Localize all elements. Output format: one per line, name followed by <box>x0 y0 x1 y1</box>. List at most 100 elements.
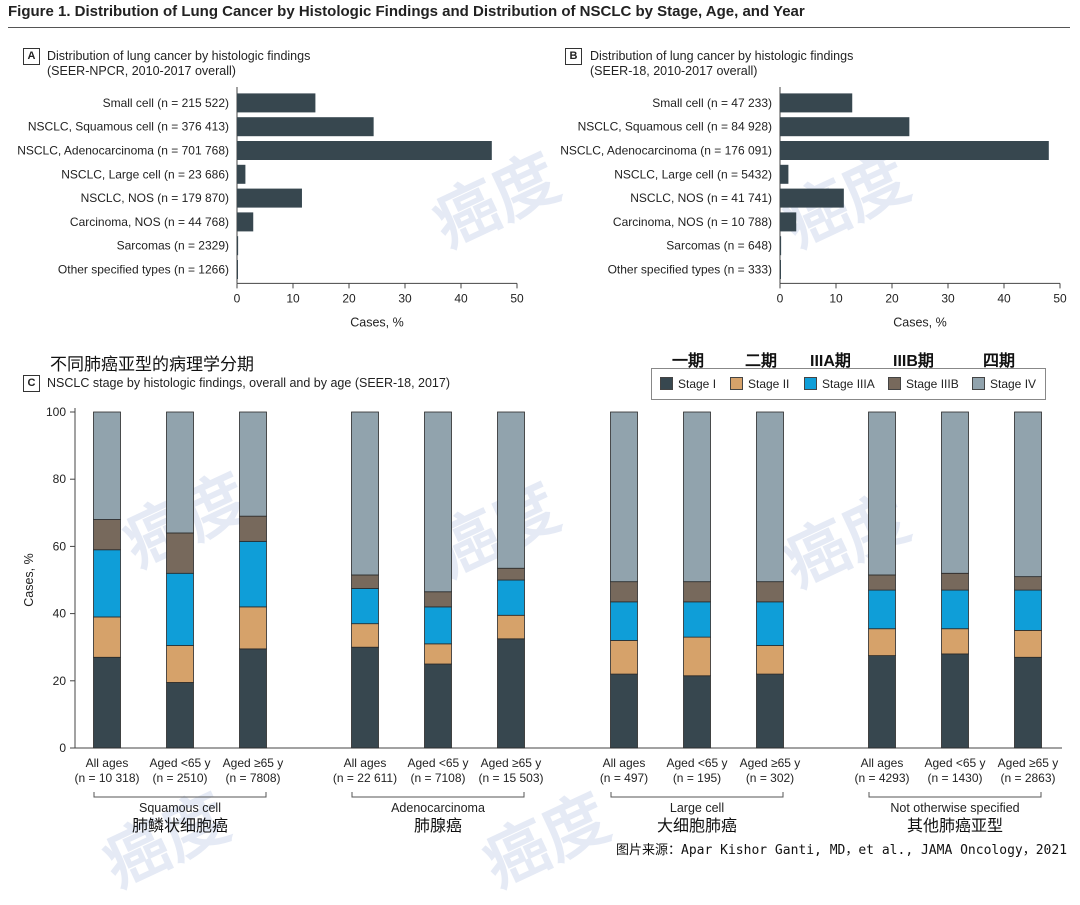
bar <box>237 141 492 160</box>
stage-ii-segment <box>497 614 525 640</box>
bar-label: Aged ≥65 y <box>481 756 542 770</box>
stage-i-segment <box>93 656 121 749</box>
stage-iiib-segment <box>351 574 379 589</box>
bar-n-label: (n = 10 318) <box>74 771 139 785</box>
stage-iiib-segment <box>166 532 194 574</box>
stage-i-segment <box>868 655 896 749</box>
bar-n-label: (n = 7808) <box>225 771 280 785</box>
image-source: 图片来源：Apar Kishor Ganti, MD，et al., JAMA … <box>616 843 1068 858</box>
bar-label: Aged ≥65 y <box>223 756 284 770</box>
bar <box>780 260 781 279</box>
stage-iv-segment <box>756 411 784 583</box>
category-label: NSCLC, Large cell (n = 5432) <box>614 167 772 181</box>
group-label-chinese: 肺腺癌 <box>414 817 462 835</box>
group-label-chinese: 肺鳞状细胞癌 <box>132 817 228 835</box>
category-label: NSCLC, Squamous cell (n = 376 413) <box>28 120 229 134</box>
bar-label: Aged ≥65 y <box>740 756 801 770</box>
stage-i-segment <box>610 673 638 749</box>
bar-n-label: (n = 15 503) <box>478 771 543 785</box>
bar-label: Aged ≥65 y <box>998 756 1059 770</box>
figure-title: Figure 1. Distribution of Lung Cancer by… <box>8 3 805 20</box>
stage-ii-segment <box>239 606 267 650</box>
panel-c-label: C <box>23 375 40 392</box>
y-tick-label: 80 <box>53 472 67 486</box>
x-tick-label: 50 <box>510 291 524 305</box>
stage-i-segment <box>239 648 267 749</box>
stage-iiia-segment <box>424 606 452 645</box>
stage-iiia-segment <box>1014 589 1042 631</box>
legend-label: Stage II <box>748 377 790 391</box>
category-label: NSCLC, Adenocarcinoma (n = 701 768) <box>17 144 229 158</box>
legend-item-stage-iiia: Stage IIIA <box>804 377 875 391</box>
legend-label: Stage I <box>678 377 717 391</box>
panel-a-title-line2: (SEER-NPCR, 2010-2017 overall) <box>47 64 236 78</box>
bar <box>237 212 254 232</box>
stage-iv-segment <box>93 411 121 520</box>
stage-iiia-segment <box>166 572 194 646</box>
category-label: Carcinoma, NOS (n = 10 788) <box>613 215 772 229</box>
bar <box>780 236 782 256</box>
bar-label: Aged <65 y <box>666 756 727 770</box>
legend-swatch <box>660 377 673 390</box>
legend-label: Stage IV <box>990 377 1037 391</box>
panel-c-title: NSCLC stage by histologic findings, over… <box>47 376 450 390</box>
stage-ii-segment <box>166 645 194 683</box>
stage-ii-segment <box>93 616 121 658</box>
stage-iiib-segment <box>683 581 711 603</box>
stage-iiia-segment <box>497 579 525 616</box>
y-tick-label: 0 <box>59 741 66 755</box>
bar <box>237 93 316 113</box>
category-label: Small cell (n = 215 522) <box>103 96 229 110</box>
stage-iv-segment <box>424 411 452 593</box>
stage-iiia-segment <box>351 587 379 625</box>
bar-label: Aged <65 y <box>407 756 468 770</box>
stage-iv-segment <box>351 411 379 576</box>
bar <box>780 212 797 232</box>
stage-iv-segment <box>239 411 267 517</box>
stage-iiib-segment <box>868 574 896 591</box>
bar-label: All ages <box>603 756 646 770</box>
group-bracket <box>351 792 525 798</box>
stage-ii-segment <box>351 623 379 648</box>
stage-iv-segment <box>610 411 638 583</box>
stage-ii-segment <box>610 640 638 675</box>
legend-swatch <box>972 377 985 390</box>
x-axis-title: Cases, % <box>350 315 404 329</box>
bar <box>780 117 910 137</box>
bar-label: All ages <box>861 756 904 770</box>
bar-n-label: (n = 4293) <box>854 771 909 785</box>
stage-iiia-segment <box>239 540 267 608</box>
x-tick-label: 10 <box>286 291 300 305</box>
stage-ii-segment <box>424 643 452 665</box>
bar-label: All ages <box>344 756 387 770</box>
legend-label: Stage IIIA <box>822 377 875 391</box>
cn-stage-label: 二期 <box>745 353 778 370</box>
stage-legend: Stage I Stage II Stage IIIA Stage IIIB S… <box>651 368 1046 400</box>
stage-iv-segment <box>941 411 969 574</box>
stage-i-segment <box>424 663 452 749</box>
category-label: NSCLC, NOS (n = 179 870) <box>81 191 229 205</box>
bar-label: Aged <65 y <box>149 756 210 770</box>
stage-i-segment <box>1014 656 1042 749</box>
panel-b-chart: Small cell (n = 47 233) NSCLC, Squamous c… <box>560 87 1067 329</box>
x-tick-label: 40 <box>997 291 1011 305</box>
bar <box>237 188 302 208</box>
stage-iiia-segment <box>683 601 711 638</box>
stage-i-segment <box>941 653 969 749</box>
x-tick-label: 0 <box>777 291 784 305</box>
title-divider <box>8 27 1070 28</box>
bar-label: All ages <box>86 756 129 770</box>
x-tick-label: 10 <box>829 291 843 305</box>
group-bracket <box>868 792 1042 798</box>
bar-n-label: (n = 7108) <box>410 771 465 785</box>
chinese-chart-title: 不同肺癌亚型的病理学分期 <box>50 355 254 374</box>
cn-stage-label: IIIB期 <box>893 353 934 370</box>
category-label: NSCLC, Squamous cell (n = 84 928) <box>578 120 772 134</box>
bar-n-label: (n = 195) <box>673 771 721 785</box>
bar <box>780 164 789 184</box>
group-label: Squamous cell <box>139 801 221 815</box>
bar <box>780 188 844 208</box>
legend-swatch <box>730 377 743 390</box>
stage-iv-segment <box>868 411 896 576</box>
